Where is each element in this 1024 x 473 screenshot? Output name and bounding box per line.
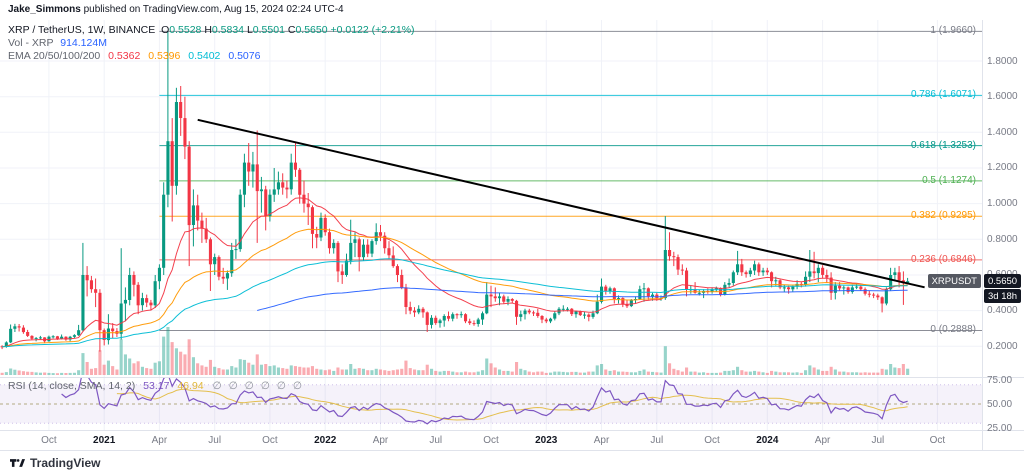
bar-countdown-badge: 3d 18h (984, 289, 1022, 304)
price-chart-pane[interactable] (0, 20, 982, 377)
rsi-label[interactable]: RSI (14, close, SMA, 14, 2) (8, 380, 136, 392)
price-axis-label: 0.8000 (987, 233, 1018, 245)
footer-bar (0, 451, 1024, 473)
fib-level-label: 0 (0.2888) (930, 324, 976, 336)
last-price-symbol-badge: XRPUSDT (927, 274, 981, 289)
rsi-ma-value: 46.94 (177, 380, 204, 392)
fib-level-label: 0.618 (1.3253) (910, 139, 976, 151)
time-axis-label: Jul (208, 435, 222, 446)
time-axis[interactable] (0, 431, 1024, 450)
rsi-indicator-pane[interactable] (0, 378, 982, 430)
fib-level-label: 0.5 (1.1274) (922, 174, 976, 186)
change-value: +0.0122 (+2.21%) (330, 24, 415, 36)
rsi-value: 53.17 (143, 380, 170, 392)
volume-label[interactable]: Vol - XRP (8, 37, 54, 49)
time-axis-label: Oct (262, 435, 278, 446)
time-axis-label: Apr (814, 435, 831, 446)
time-axis-label: Apr (151, 435, 168, 446)
ema200-value: 0.5076 (228, 50, 261, 62)
ema50-value: 0.5396 (148, 50, 181, 62)
close-label: C (287, 24, 296, 36)
volume-value: 914.124M (60, 37, 107, 49)
price-axis-label: 0.4000 (987, 305, 1018, 317)
ema20-value: 0.5362 (108, 50, 141, 62)
price-axis-label: 1.0000 (987, 198, 1018, 210)
tradingview-brand-link[interactable]: TradingView (10, 455, 100, 471)
price-axis-label: 1.2000 (987, 162, 1018, 174)
price-axis-label: 1.8000 (987, 55, 1018, 67)
low-label: L (246, 24, 253, 36)
rsi-axis-label: 25.00 (987, 422, 1013, 434)
time-axis-label: Oct (483, 435, 499, 446)
fib-level-label: 0.236 (0.6846) (910, 253, 976, 265)
fib-level-label: 1 (1.9660) (930, 25, 976, 37)
tradingview-brand-text: TradingView (30, 456, 101, 470)
attribution-rest: published on TradingView.com, Aug 15, 20… (80, 4, 344, 15)
time-axis-label: 2024 (756, 435, 779, 446)
rsi-legend: RSI (14, close, SMA, 14, 2) 53.17 46.94 … (8, 380, 304, 392)
high-label: H (204, 24, 212, 36)
time-axis-label: 2023 (535, 435, 558, 446)
price-axis-label: 0.2000 (987, 340, 1018, 352)
tradingview-logo-icon (10, 459, 25, 467)
time-axis-label: Jul (871, 435, 885, 446)
ema-label[interactable]: EMA 20/50/100/200 (8, 50, 101, 62)
time-axis-label: 2021 (93, 435, 116, 446)
time-axis-label: Apr (593, 435, 610, 446)
attribution-bar: Jake_Simmons published on TradingView.co… (0, 0, 1024, 20)
price-axis-column[interactable] (983, 20, 1024, 450)
ema100-value: 0.5402 (188, 50, 221, 62)
rsi-axis-label: 50.00 (987, 398, 1013, 410)
rsi-axis-label: 75.00 (987, 374, 1013, 386)
time-axis-label: Oct (704, 435, 720, 446)
author-username: Jake_Simmons (8, 4, 81, 15)
price-axis-label: 1.6000 (987, 91, 1018, 103)
time-axis-label: 2022 (314, 435, 337, 446)
time-axis-label: Oct (41, 435, 57, 446)
open-label: O (161, 24, 170, 36)
rsi-disabled-markers: ∅ ∅ ∅ ∅ ∅ ∅ (212, 380, 305, 392)
time-axis-label: Oct (929, 435, 946, 446)
attribution-text: Jake_Simmons published on TradingView.co… (8, 4, 344, 15)
time-axis-label: Apr (372, 435, 389, 446)
time-axis-label: Jul (650, 435, 664, 446)
time-axis-label: Jul (429, 435, 443, 446)
high-value: 0.5834 (211, 24, 245, 36)
price-axis-label: 1.4000 (987, 126, 1018, 138)
close-value: 0.5650 (295, 24, 328, 36)
chart-legend: XRP / TetherUS, 1W, BINANCE O0.5528 H0.5… (8, 24, 415, 63)
fib-level-label: 0.786 (1.6071) (910, 89, 976, 101)
low-value: 0.5501 (252, 24, 285, 36)
pane-separator[interactable] (0, 377, 1024, 378)
open-value: 0.5528 (169, 24, 202, 36)
symbol-title[interactable]: XRP / TetherUS, 1W, BINANCE (8, 24, 156, 36)
fib-level-label: 0.382 (0.9295) (910, 210, 976, 222)
last-price-badge: 0.5650 (984, 274, 1022, 289)
footer-separator (0, 450, 1024, 451)
price-axis-separator (982, 0, 983, 450)
rsi-axis-separator (0, 430, 1024, 431)
